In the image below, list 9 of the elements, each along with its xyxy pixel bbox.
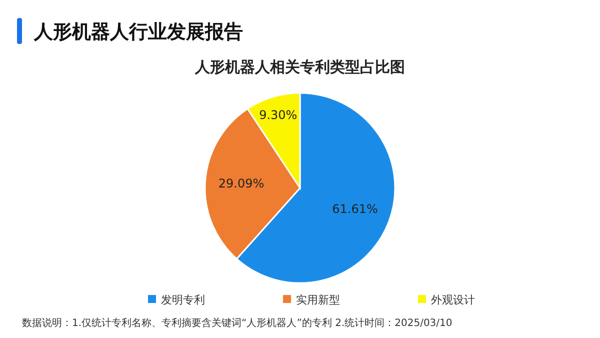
legend-label: 外观设计: [431, 294, 475, 306]
legend-label: 实用新型: [296, 294, 340, 306]
data-label: 9.30%: [259, 108, 298, 122]
data-label: 61.61%: [332, 202, 378, 216]
data-label: 29.09%: [218, 176, 264, 191]
text: 数据说明：1.仅统计专利名称、专利摘要含关键词“人形机器人”的专利 2.统计时间：2025/03/10: [22, 317, 452, 329]
chart-title: 人形机器人行业发展报告: [33, 21, 243, 43]
legend-label: 发明专利: [161, 294, 205, 306]
chart-subtitle: 人形机器人相关专利类型占比图: [194, 58, 405, 76]
